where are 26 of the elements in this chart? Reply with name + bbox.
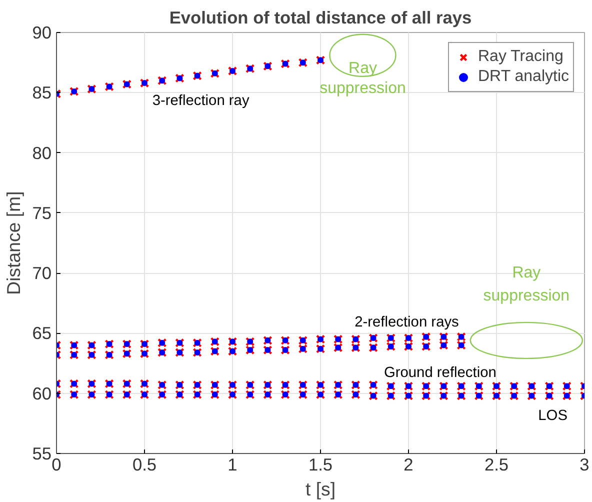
legend-label: DRT analytic [478,68,569,86]
x-tick-label: 2 [404,454,414,474]
y-tick-label: 60 [32,383,52,404]
y-tick-label: 75 [32,202,52,223]
annotation: Ray suppression [320,60,406,97]
y-tick-label: 80 [32,142,52,163]
x-tick-label: 2.5 [484,454,509,474]
x-tick-label: 0 [52,454,62,474]
x-tick-label: 3 [580,454,590,474]
x-tick-label: 0.5 [132,454,157,474]
y-tick-label: 85 [32,82,52,103]
annotation: 3-reflection ray [152,93,250,110]
x-tick-label: 1 [228,454,238,474]
y-tick-label: 90 [32,22,52,42]
x-tick-label: 1.5 [308,454,333,474]
y-axis-title: Distance [m] [3,191,24,295]
x-axis-title: t [s] [305,478,336,500]
annotation: LOS [538,408,568,424]
legend-label: Ray Tracing [478,48,564,66]
annotation: Ray suppression [483,264,570,304]
y-tick-label: 55 [32,444,52,464]
annotation: Ground reflection [384,364,496,381]
y-tick-label: 65 [32,323,52,344]
y-tick-label: 70 [32,263,52,284]
chart-title: Evolution of total distance of all rays [169,8,472,28]
annotation: 2-reflection rays [354,314,459,330]
